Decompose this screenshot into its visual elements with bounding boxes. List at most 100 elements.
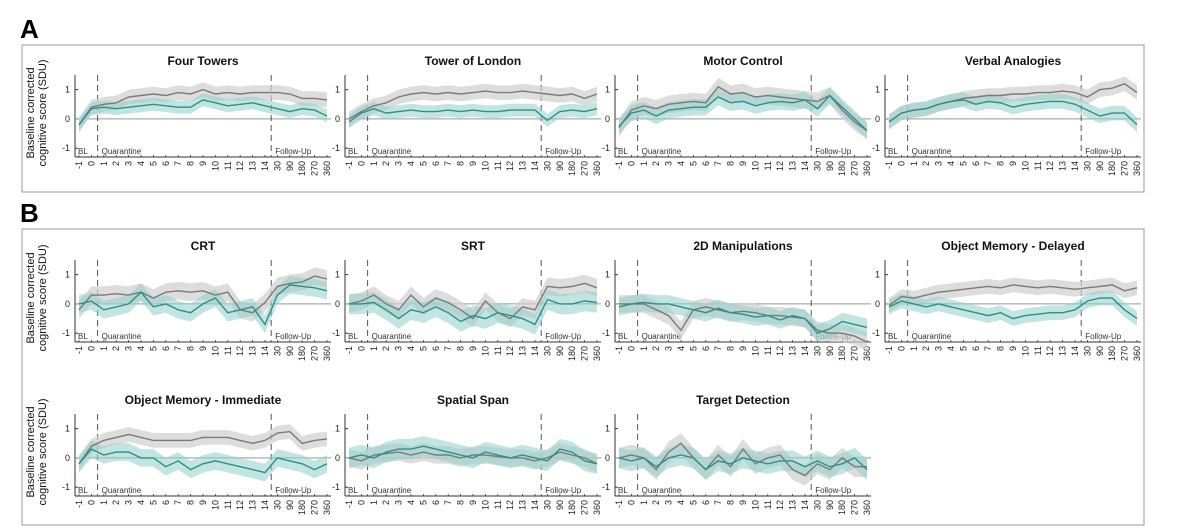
x-tick-label: 4 — [676, 161, 686, 166]
x-tick-label: 5 — [148, 500, 158, 505]
series-band-gray — [889, 76, 1137, 130]
x-tick-label: 360 — [862, 161, 872, 176]
x-tick-label: 30 — [272, 500, 282, 510]
x-tick-label: 7 — [443, 500, 453, 505]
x-tick-label: 2 — [111, 346, 121, 351]
x-tick-label: 6 — [431, 500, 441, 505]
x-tick-label: 360 — [1132, 346, 1142, 361]
x-tick-label: 3 — [124, 346, 134, 351]
x-tick-label: -1 — [884, 346, 894, 354]
x-tick-label: 30 — [812, 161, 822, 171]
y-tick-label: -1 — [332, 482, 340, 492]
x-tick-label: 360 — [862, 346, 872, 361]
x-tick-label: 10 — [750, 500, 760, 510]
series-band-teal — [619, 444, 867, 480]
phase-label-bl: BL — [618, 147, 628, 156]
series-line-gray — [619, 303, 868, 343]
x-tick-label: 8 — [456, 161, 466, 166]
x-tick-label: 0 — [626, 346, 636, 351]
phase-label-quarantine: Quarantine — [102, 147, 142, 156]
phase-label-quarantine: Quarantine — [372, 486, 412, 495]
y-tick-label: -1 — [602, 143, 610, 153]
chart-title: Spatial Span — [437, 393, 509, 407]
phase-label-quarantine: Quarantine — [372, 332, 412, 341]
x-tick-label: 14 — [800, 161, 810, 171]
x-tick-label: 14 — [1070, 346, 1080, 356]
y-axis-label-a: Baseline corrected cognitive score (SDU) — [25, 60, 49, 167]
x-tick-label: 270 — [310, 500, 320, 515]
x-tick-label: 7 — [173, 161, 183, 166]
phase-label-quarantine: Quarantine — [102, 486, 142, 495]
x-tick-label: 11 — [1033, 346, 1043, 355]
y-axis-label-line2: cognitive score (SDU) — [37, 60, 49, 167]
x-tick-label: 0 — [86, 346, 96, 351]
x-tick-label: 7 — [983, 346, 993, 351]
x-tick-label: 90 — [285, 346, 295, 356]
x-tick-label: -1 — [74, 500, 84, 508]
x-tick-label: 14 — [530, 500, 540, 510]
chart-panel: Target Detection-101-1 0 1 2 3 4 5 6 7 8 9 10 11 12 13… — [602, 393, 872, 515]
x-tick-label: 8 — [726, 346, 736, 351]
x-tick-label: 180 — [297, 346, 307, 361]
x-tick-label: 11 — [763, 346, 773, 355]
x-tick-label: 9 — [738, 500, 748, 505]
series-line-teal — [78, 99, 328, 126]
x-tick-label: 2 — [651, 346, 661, 351]
x-tick-label: 11 — [493, 161, 503, 170]
series-band-teal — [349, 102, 597, 129]
series-band-gray — [889, 277, 1137, 313]
x-tick-label: 13 — [518, 500, 528, 510]
phase-label-follow-up: Follow-Up — [1085, 147, 1122, 156]
x-tick-label: 12 — [235, 500, 245, 510]
x-tick-label: 180 — [567, 500, 577, 515]
y-tick-label: 0 — [335, 299, 340, 309]
phase-label-follow-up: Follow-Up — [815, 147, 852, 156]
x-tick-label: 270 — [580, 500, 590, 515]
x-tick-label: 1 — [369, 500, 379, 505]
x-tick-label: 7 — [173, 500, 183, 505]
y-tick-label: 0 — [335, 114, 340, 124]
x-tick-label: 3 — [124, 500, 134, 505]
phase-label-follow-up: Follow-Up — [1085, 332, 1122, 341]
x-tick-label: 30 — [812, 500, 822, 510]
x-tick-label: 3 — [664, 346, 674, 351]
y-tick-label: 0 — [605, 453, 610, 463]
x-tick-label: 180 — [837, 346, 847, 361]
x-tick-label: 2 — [381, 346, 391, 351]
x-tick-label: 6 — [161, 346, 171, 351]
y-tick-label: 1 — [605, 85, 610, 95]
x-tick-label: 360 — [1132, 161, 1142, 176]
phase-label-bl: BL — [348, 147, 358, 156]
y-tick-label: 0 — [605, 299, 610, 309]
phase-label-follow-up: Follow-Up — [275, 486, 312, 495]
y-tick-label: 1 — [875, 85, 880, 95]
x-tick-label: 10 — [210, 500, 220, 510]
x-tick-label: 0 — [896, 346, 906, 351]
y-tick-label: 0 — [605, 114, 610, 124]
x-tick-label: 6 — [161, 161, 171, 166]
x-tick-label: 5 — [688, 161, 698, 166]
phase-label-bl: BL — [618, 332, 628, 341]
x-tick-label: 3 — [934, 346, 944, 351]
x-tick-label: 10 — [480, 346, 490, 356]
x-tick-label: 4 — [136, 346, 146, 351]
x-tick-label: 0 — [86, 161, 96, 166]
y-tick-label: 0 — [65, 114, 70, 124]
section-a-frame — [21, 44, 1145, 193]
x-tick-label: 6 — [971, 346, 981, 351]
chart-panel: Tower of London-101-1 0 1 2 3 4 5 6 7 8 9 10 11 12 13 1… — [332, 54, 602, 176]
x-tick-label: 8 — [186, 161, 196, 166]
x-tick-label: 8 — [726, 161, 736, 166]
series-band-teal — [889, 290, 1137, 326]
phase-label-follow-up: Follow-Up — [545, 147, 582, 156]
x-tick-label: 13 — [788, 346, 798, 356]
phase-label-bl: BL — [888, 332, 898, 341]
x-tick-label: 360 — [322, 346, 332, 361]
x-tick-label: 1 — [369, 161, 379, 166]
x-tick-label: 14 — [260, 346, 270, 356]
series-line-gray — [618, 85, 868, 132]
x-tick-label: 9 — [468, 161, 478, 166]
x-tick-label: 5 — [958, 161, 968, 166]
x-tick-label: 5 — [148, 161, 158, 166]
